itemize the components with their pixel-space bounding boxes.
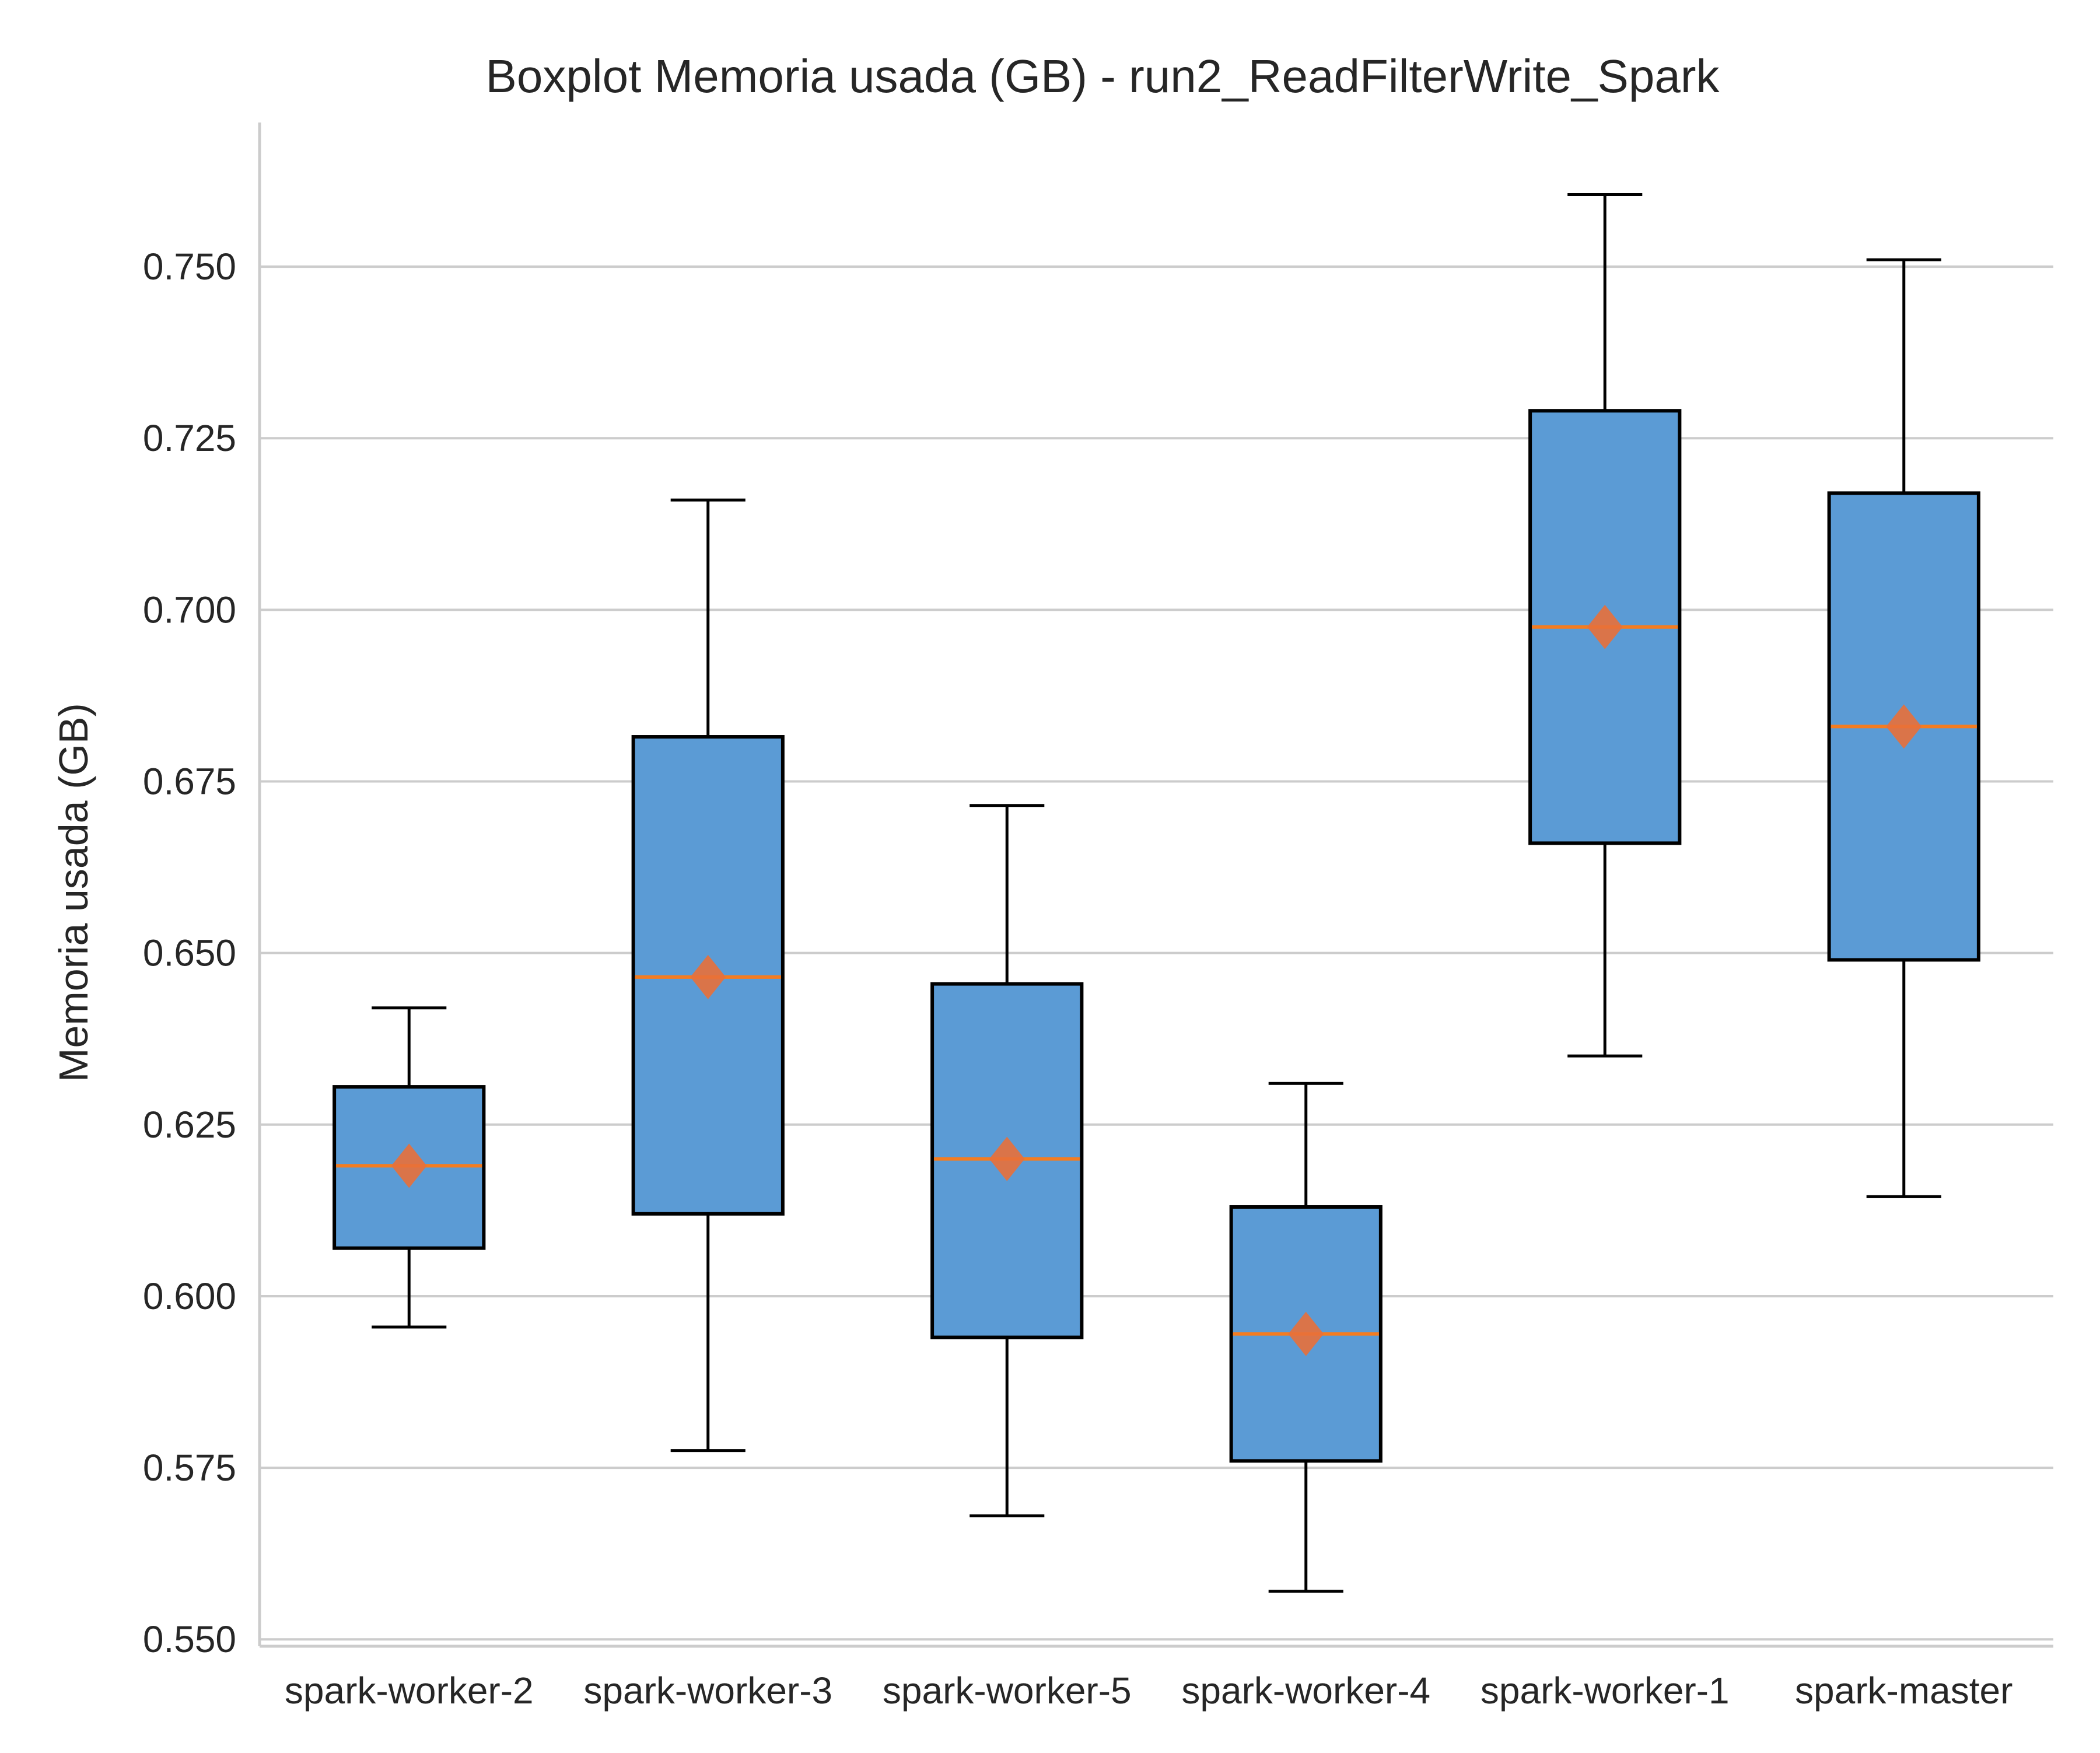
x-tick-label: spark-master (1795, 1670, 2013, 1712)
x-tick-label: spark-worker-1 (1480, 1670, 1730, 1712)
mean-marker (391, 1143, 427, 1188)
box-series (332, 193, 1980, 1593)
y-tick-label: 0.700 (143, 589, 236, 631)
y-tick-labels: 0.550 0.575 0.600 0.625 0.650 0.675 0.700 0.725… (143, 246, 236, 1660)
y-tick-label: 0.675 (143, 761, 236, 803)
mean-marker (1587, 604, 1623, 649)
y-tick-label: 0.750 (143, 246, 236, 288)
y-tick-label: 0.550 (143, 1618, 236, 1660)
x-tick-label: spark-worker-4 (1181, 1670, 1430, 1712)
y-tick-label: 0.725 (143, 417, 236, 459)
box-group (631, 498, 785, 1453)
grid-lines (260, 265, 2053, 1641)
y-tick-label: 0.650 (143, 932, 236, 974)
y-tick-label: 0.600 (143, 1275, 236, 1317)
x-tick-label: spark-worker-2 (285, 1670, 534, 1712)
x-tick-label: spark-worker-5 (883, 1670, 1132, 1712)
mean-marker (1288, 1311, 1324, 1356)
mean-marker (1886, 704, 1922, 749)
box-group (930, 804, 1084, 1517)
mean-marker (989, 1136, 1025, 1181)
y-axis-label: Memoria usada (GB) (51, 703, 96, 1082)
x-tick-labels: spark-worker-2 spark-worker-3 spark-worker… (285, 1670, 2013, 1712)
y-tick-label: 0.575 (143, 1447, 236, 1489)
box-group (1528, 193, 1682, 1058)
box-group (332, 1006, 486, 1329)
chart-title: Boxplot Memoria usada (GB) - run2_ReadFi… (486, 50, 1720, 102)
box-group (1229, 1082, 1382, 1593)
x-tick-label: spark-worker-3 (583, 1670, 832, 1712)
y-tick-label: 0.625 (143, 1104, 236, 1146)
axes (258, 123, 2053, 1648)
mean-marker (690, 954, 726, 999)
box-group (1827, 258, 1980, 1198)
